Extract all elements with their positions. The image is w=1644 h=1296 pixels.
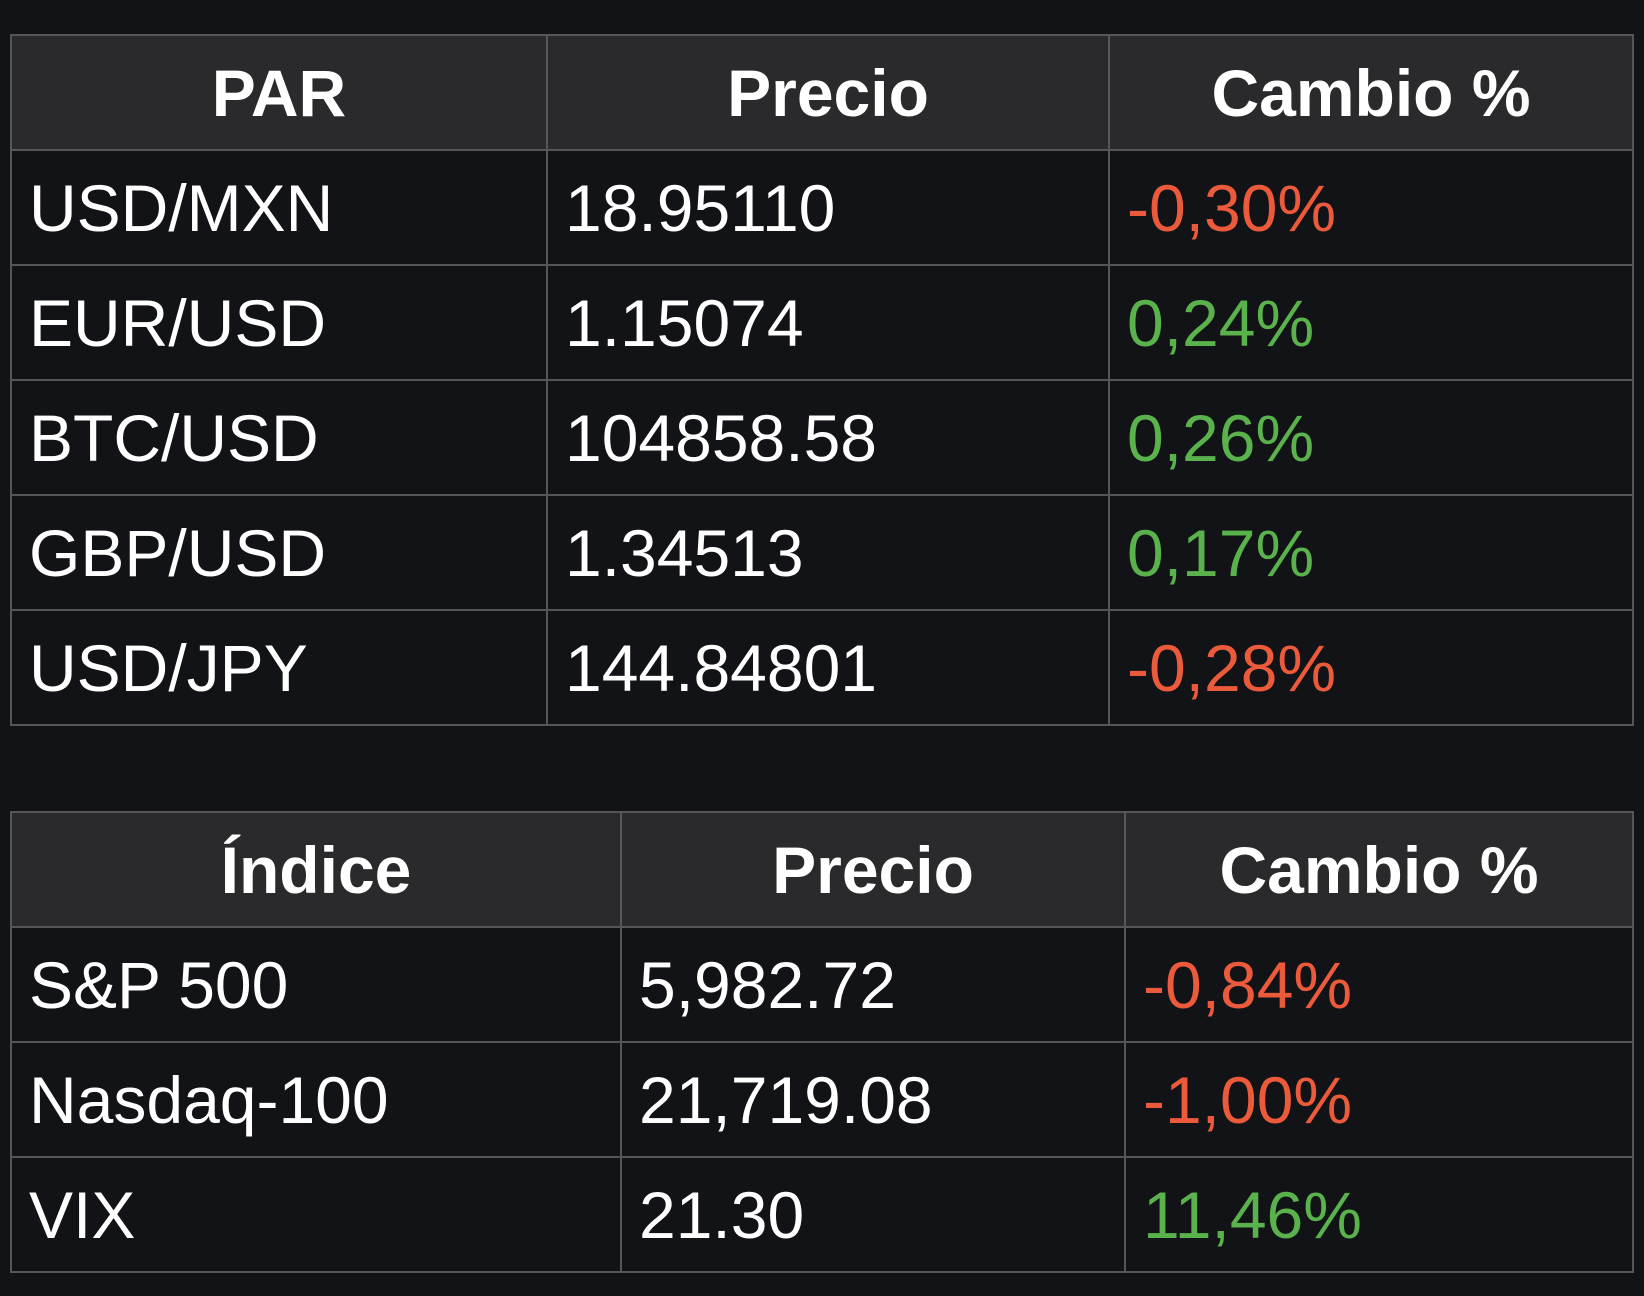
table-row: GBP/USD 1.34513 0,17%	[10, 494, 1634, 611]
pair-price: 1.34513	[546, 494, 1110, 611]
pair-change: -0,28%	[1108, 609, 1634, 726]
table-row: S&P 500 5,982.72 -0,84%	[10, 926, 1634, 1043]
pair-change: 0,26%	[1108, 379, 1634, 496]
table-row: BTC/USD 104858.58 0,26%	[10, 379, 1634, 496]
currency-pairs-table: PAR Precio Cambio % USD/MXN 18.95110 -0,…	[10, 34, 1634, 726]
table-row: Nasdaq-100 21,719.08 -1,00%	[10, 1041, 1634, 1158]
header-index: Índice	[10, 811, 622, 928]
index-name: VIX	[10, 1156, 622, 1273]
header-price: Precio	[546, 34, 1110, 151]
pair-change: -0,30%	[1108, 149, 1634, 266]
pair-name: EUR/USD	[10, 264, 548, 381]
table-row: USD/MXN 18.95110 -0,30%	[10, 149, 1634, 266]
header-change: Cambio %	[1124, 811, 1634, 928]
index-price: 21.30	[620, 1156, 1126, 1273]
pair-price: 18.95110	[546, 149, 1110, 266]
index-change: -0,84%	[1124, 926, 1634, 1043]
table-row: USD/JPY 144.84801 -0,28%	[10, 609, 1634, 726]
table-header-row: PAR Precio Cambio %	[10, 34, 1634, 151]
pair-price: 104858.58	[546, 379, 1110, 496]
header-par: PAR	[10, 34, 548, 151]
pair-change: 0,24%	[1108, 264, 1634, 381]
pair-name: USD/MXN	[10, 149, 548, 266]
table-row: VIX 21.30 11,46%	[10, 1156, 1634, 1273]
index-price: 5,982.72	[620, 926, 1126, 1043]
table-header-row: Índice Precio Cambio %	[10, 811, 1634, 928]
pair-name: BTC/USD	[10, 379, 548, 496]
indices-table: Índice Precio Cambio % S&P 500 5,982.72 …	[10, 811, 1634, 1273]
table-row: EUR/USD 1.15074 0,24%	[10, 264, 1634, 381]
pair-name: GBP/USD	[10, 494, 548, 611]
index-name: S&P 500	[10, 926, 622, 1043]
pair-change: 0,17%	[1108, 494, 1634, 611]
header-change: Cambio %	[1108, 34, 1634, 151]
pair-name: USD/JPY	[10, 609, 548, 726]
index-price: 21,719.08	[620, 1041, 1126, 1158]
pair-price: 144.84801	[546, 609, 1110, 726]
header-price: Precio	[620, 811, 1126, 928]
pair-price: 1.15074	[546, 264, 1110, 381]
index-change: 11,46%	[1124, 1156, 1634, 1273]
index-change: -1,00%	[1124, 1041, 1634, 1158]
index-name: Nasdaq-100	[10, 1041, 622, 1158]
